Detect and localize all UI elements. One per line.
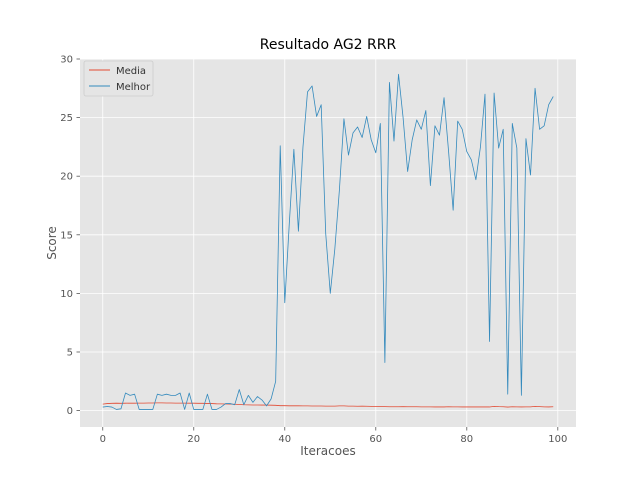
y-axis-label: Score	[45, 226, 59, 260]
y-axis-ticks: 0 5 10 15 20 25 30	[60, 55, 80, 417]
plot-area	[80, 59, 576, 427]
series-lines	[102, 73, 554, 410]
x-tick-label: 20	[187, 434, 200, 445]
series-line-media	[102, 402, 554, 408]
x-tick-label: 100	[548, 434, 567, 445]
y-tick-label: 5	[67, 347, 73, 358]
legend-label-media: Media	[116, 66, 146, 77]
chart-title: Resultado AG2 RRR	[260, 37, 397, 53]
y-tick-label: 15	[60, 230, 73, 241]
x-tick-label: 80	[460, 434, 473, 445]
y-tick-label: 25	[60, 113, 73, 124]
y-tick-label: 0	[67, 406, 73, 417]
y-tick-label: 20	[60, 172, 73, 183]
x-axis-label: Iteracoes	[300, 444, 356, 458]
series-line-melhor	[102, 73, 554, 410]
x-tick-label: 40	[278, 434, 291, 445]
y-tick-label: 30	[60, 55, 73, 66]
x-tick-label: 60	[369, 434, 382, 445]
x-tick-label: 0	[100, 434, 106, 445]
x-axis-ticks: 0 20 40 60 80 100	[100, 427, 567, 445]
grid	[80, 58, 576, 427]
legend: Media Melhor	[83, 60, 154, 97]
y-tick-label: 10	[60, 289, 73, 300]
legend-label-melhor: Melhor	[116, 82, 151, 93]
